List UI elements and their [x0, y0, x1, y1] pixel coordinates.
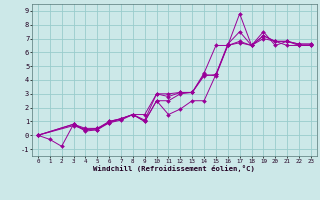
X-axis label: Windchill (Refroidissement éolien,°C): Windchill (Refroidissement éolien,°C) [93, 165, 255, 172]
